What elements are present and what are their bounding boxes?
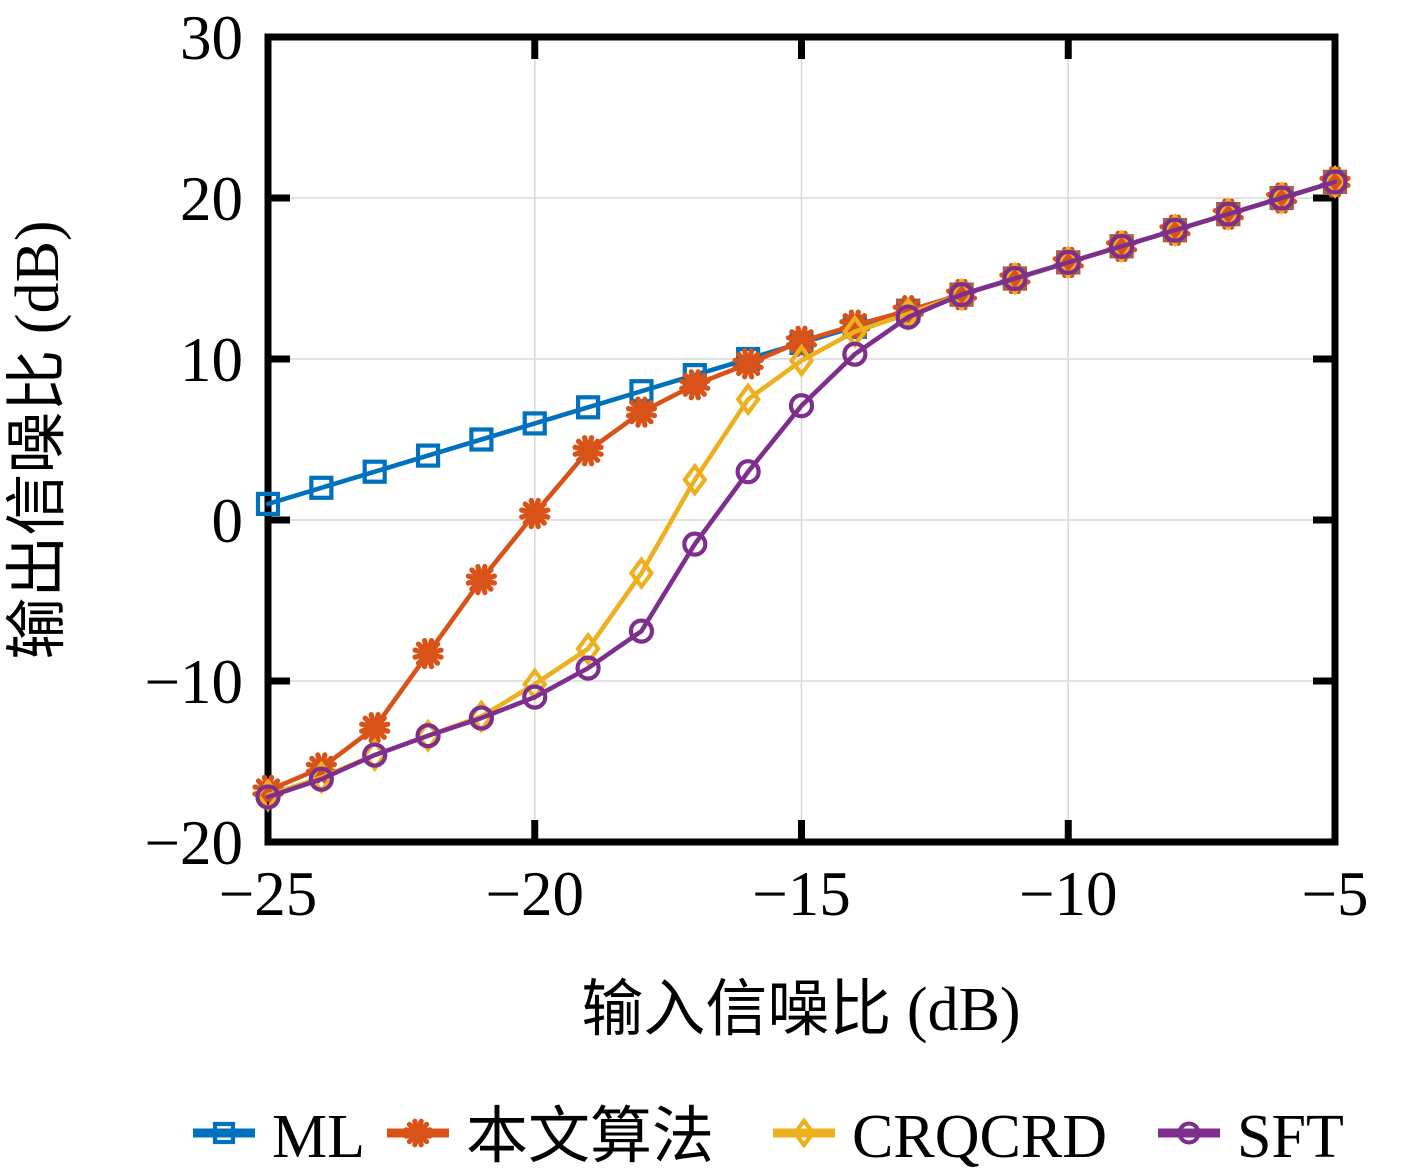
x-axis-title: 输入信噪比 (dB) <box>581 976 1020 1044</box>
series-SFT <box>255 169 1348 810</box>
y-tick-label: 20 <box>180 164 243 234</box>
data-point-marker <box>948 282 975 308</box>
data-point-marker <box>1162 213 1188 248</box>
y-tick-label: 10 <box>180 325 243 395</box>
data-point-marker <box>1269 180 1295 216</box>
y-tick-label: −10 <box>144 647 243 717</box>
data-point-marker <box>628 618 655 644</box>
y-axis-tick-labels: −20 −10 0 10 20 30 <box>144 3 243 878</box>
data-point-marker <box>465 563 498 596</box>
data-point-marker <box>255 491 281 516</box>
x-tick-label: −25 <box>219 859 318 929</box>
x-tick-label: −10 <box>1019 859 1118 929</box>
data-point-marker <box>679 369 711 401</box>
data-point-marker <box>468 705 494 731</box>
data-point-marker <box>362 459 387 484</box>
data-point-marker <box>1322 169 1348 195</box>
data-point-marker <box>469 427 494 452</box>
x-tick-label: −15 <box>752 859 851 929</box>
y-tick-label: −20 <box>144 808 243 878</box>
legend-marker-asterisk-icon <box>403 1118 433 1148</box>
data-point-marker <box>412 637 444 670</box>
data-point-marker <box>625 396 658 428</box>
data-point-marker <box>522 684 548 710</box>
legend-item-本文算法[interactable]: 本文算法 <box>387 1103 714 1171</box>
data-point-marker <box>255 784 281 810</box>
data-point-marker <box>359 712 391 744</box>
data-point-marker <box>1002 265 1028 292</box>
data-point-marker <box>415 443 441 468</box>
data-point-marker <box>575 655 601 681</box>
data-point-marker <box>735 382 761 417</box>
data-point-marker <box>308 766 334 792</box>
data-point-marker <box>309 475 334 500</box>
data-point-marker <box>788 343 815 378</box>
data-point-marker <box>735 459 761 485</box>
y-tick-label: 0 <box>212 486 244 556</box>
data-point-marker <box>572 435 604 467</box>
legend-label: CRQCRD <box>852 1103 1107 1171</box>
legend-marker-square-icon <box>212 1121 236 1145</box>
data-point-marker <box>362 742 388 768</box>
data-point-marker <box>1215 201 1241 227</box>
data-point-marker <box>628 556 655 591</box>
data-point-marker <box>1322 164 1348 199</box>
data-point-marker <box>1108 229 1135 264</box>
data-point-marker <box>415 723 441 749</box>
data-point-marker <box>682 462 708 497</box>
legend-marker-diamond-icon <box>792 1117 816 1149</box>
y-tick-label: 30 <box>180 3 243 73</box>
data-point-marker <box>1055 245 1081 280</box>
data-point-marker <box>788 393 815 419</box>
y-axis-title: 输出信噪比 (dB) <box>4 220 72 659</box>
legend-label: 本文算法 <box>466 1103 714 1171</box>
x-axis-tick-labels: −25 −20 −15 −10 −5 <box>219 859 1369 929</box>
data-point-marker <box>948 277 975 312</box>
x-tick-label: −20 <box>485 859 584 929</box>
data-series-layer <box>252 164 1351 813</box>
data-point-marker <box>1002 261 1028 296</box>
data-point-marker <box>629 379 654 404</box>
legend-marker-circle-icon <box>1177 1121 1201 1145</box>
legend-item-ML[interactable]: ML <box>193 1103 365 1171</box>
axis-tick-marks <box>268 37 1335 842</box>
data-point-marker <box>1108 233 1135 259</box>
data-point-marker <box>522 411 547 436</box>
data-point-marker <box>1269 185 1295 211</box>
data-point-marker <box>575 631 601 666</box>
legend-label: SFT <box>1237 1103 1344 1171</box>
data-point-marker <box>1055 249 1081 275</box>
legend-item-CRQCRD[interactable]: CRQCRD <box>773 1103 1107 1171</box>
data-point-marker <box>1215 197 1241 232</box>
legend-item-SFT[interactable]: SFT <box>1158 1103 1344 1171</box>
data-point-marker <box>519 497 551 530</box>
data-point-marker <box>732 348 764 380</box>
legend-label: ML <box>272 1103 365 1171</box>
x-tick-label: −5 <box>1301 859 1368 929</box>
chart-legend: ML 本文算法 CRQCRD SFT <box>193 1103 1344 1171</box>
plot-border <box>264 33 1339 846</box>
data-point-marker <box>842 341 868 367</box>
data-point-marker <box>575 395 601 420</box>
data-point-marker <box>895 304 921 330</box>
data-point-marker <box>1162 217 1188 243</box>
data-point-marker <box>682 531 708 557</box>
